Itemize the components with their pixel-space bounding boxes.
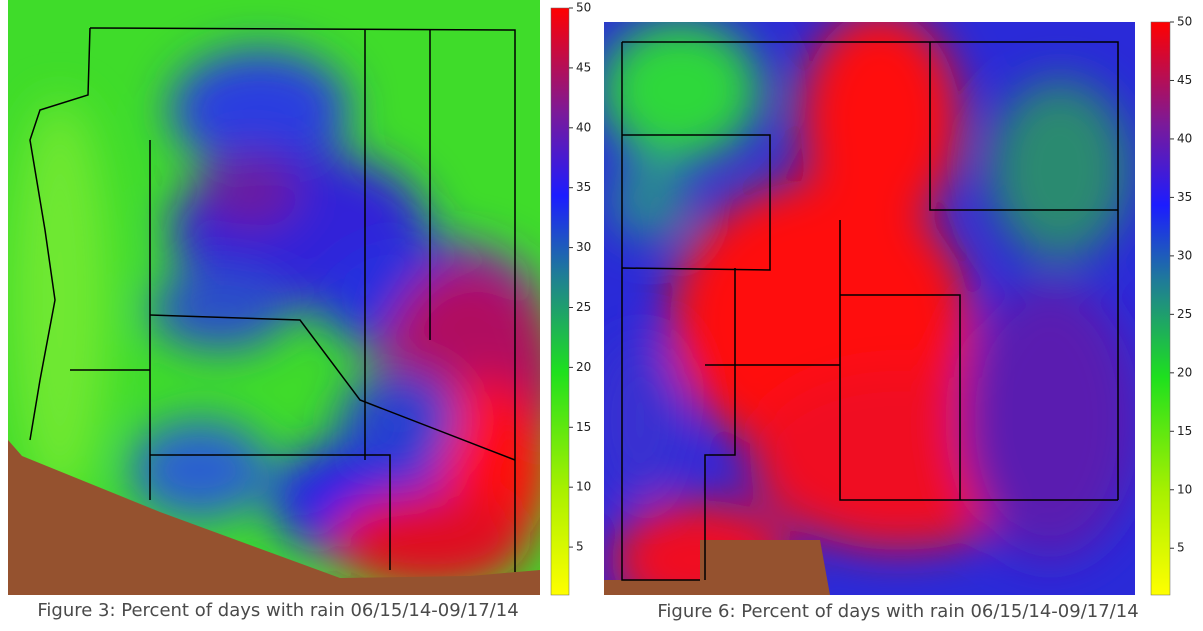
caption: Figure 6: Percent of days with rain 06/1… <box>657 601 1138 622</box>
tick-label: 25 <box>576 300 591 314</box>
tick-label: 15 <box>1177 424 1192 438</box>
tick-label: 25 <box>1177 307 1192 321</box>
tick-label: 20 <box>576 360 591 374</box>
tick-label: 30 <box>1177 248 1192 262</box>
tick-label: 10 <box>576 480 591 494</box>
tick-label: 5 <box>576 540 584 554</box>
tick-label: 45 <box>1177 73 1192 87</box>
tick-label: 45 <box>576 60 591 74</box>
tick-label: 35 <box>576 180 591 194</box>
caption: Figure 3: Percent of days with rain 06/1… <box>37 600 518 621</box>
tick-label: 5 <box>1177 541 1185 555</box>
tick-label: 20 <box>1177 365 1192 379</box>
tick-label: 50 <box>1177 15 1192 29</box>
tick-label: 15 <box>576 420 591 434</box>
map-left <box>8 0 540 595</box>
colorbar <box>1150 21 1171 596</box>
tick-label: 40 <box>1177 131 1192 145</box>
colorbar <box>550 7 570 596</box>
tick-label: 50 <box>576 1 591 15</box>
tick-label: 35 <box>1177 190 1192 204</box>
tick-label: 10 <box>1177 482 1192 496</box>
map-right <box>604 22 1135 595</box>
tick-label: 40 <box>576 120 591 134</box>
tick-label: 30 <box>576 240 591 254</box>
